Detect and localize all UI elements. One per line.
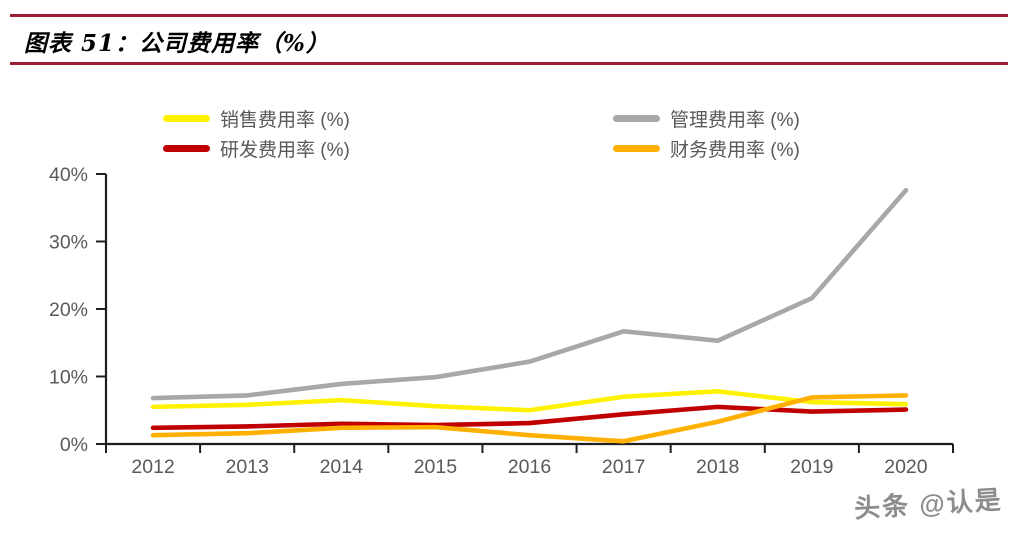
legend-item-rnd: 研发费用率 (%) [163, 135, 613, 162]
figure-title: 图表 51：公司费用率（%） [24, 30, 330, 57]
legend-label-sales: 销售费用率 (%) [220, 109, 350, 131]
legend-swatch-rnd-icon [163, 144, 210, 152]
svg-text:30%: 30% [49, 232, 88, 254]
svg-text:2014: 2014 [320, 456, 364, 478]
header-rule-bottom [10, 62, 1008, 65]
legend-item-sales: 销售费用率 (%) [163, 105, 613, 132]
legend-swatch-finance-icon [613, 144, 660, 152]
legend-label-finance: 财务费用率 (%) [670, 139, 800, 161]
legend-label-admin: 管理费用率 (%) [670, 109, 800, 131]
svg-text:2017: 2017 [602, 456, 645, 478]
svg-text:40%: 40% [49, 164, 88, 186]
svg-text:2019: 2019 [790, 456, 833, 478]
svg-text:2013: 2013 [225, 456, 268, 478]
chart-legend: 销售费用率 (%) 管理费用率 (%) 研发费用率 (%) 财务费用率 (%) [163, 103, 800, 163]
svg-text:20%: 20% [49, 299, 88, 321]
header-rule-top [10, 14, 1008, 17]
svg-text:2012: 2012 [131, 456, 174, 478]
legend-swatch-sales-icon [163, 114, 210, 122]
legend-item-finance: 财务费用率 (%) [613, 135, 800, 162]
svg-text:0%: 0% [60, 434, 88, 456]
legend-label-rnd: 研发费用率 (%) [220, 139, 350, 161]
svg-text:2020: 2020 [884, 456, 928, 478]
legend-swatch-admin-icon [613, 114, 660, 122]
legend-item-admin: 管理费用率 (%) [613, 105, 800, 132]
svg-text:2018: 2018 [696, 456, 739, 478]
svg-text:2015: 2015 [414, 456, 458, 478]
svg-text:10%: 10% [49, 367, 88, 389]
svg-text:2016: 2016 [508, 456, 551, 478]
